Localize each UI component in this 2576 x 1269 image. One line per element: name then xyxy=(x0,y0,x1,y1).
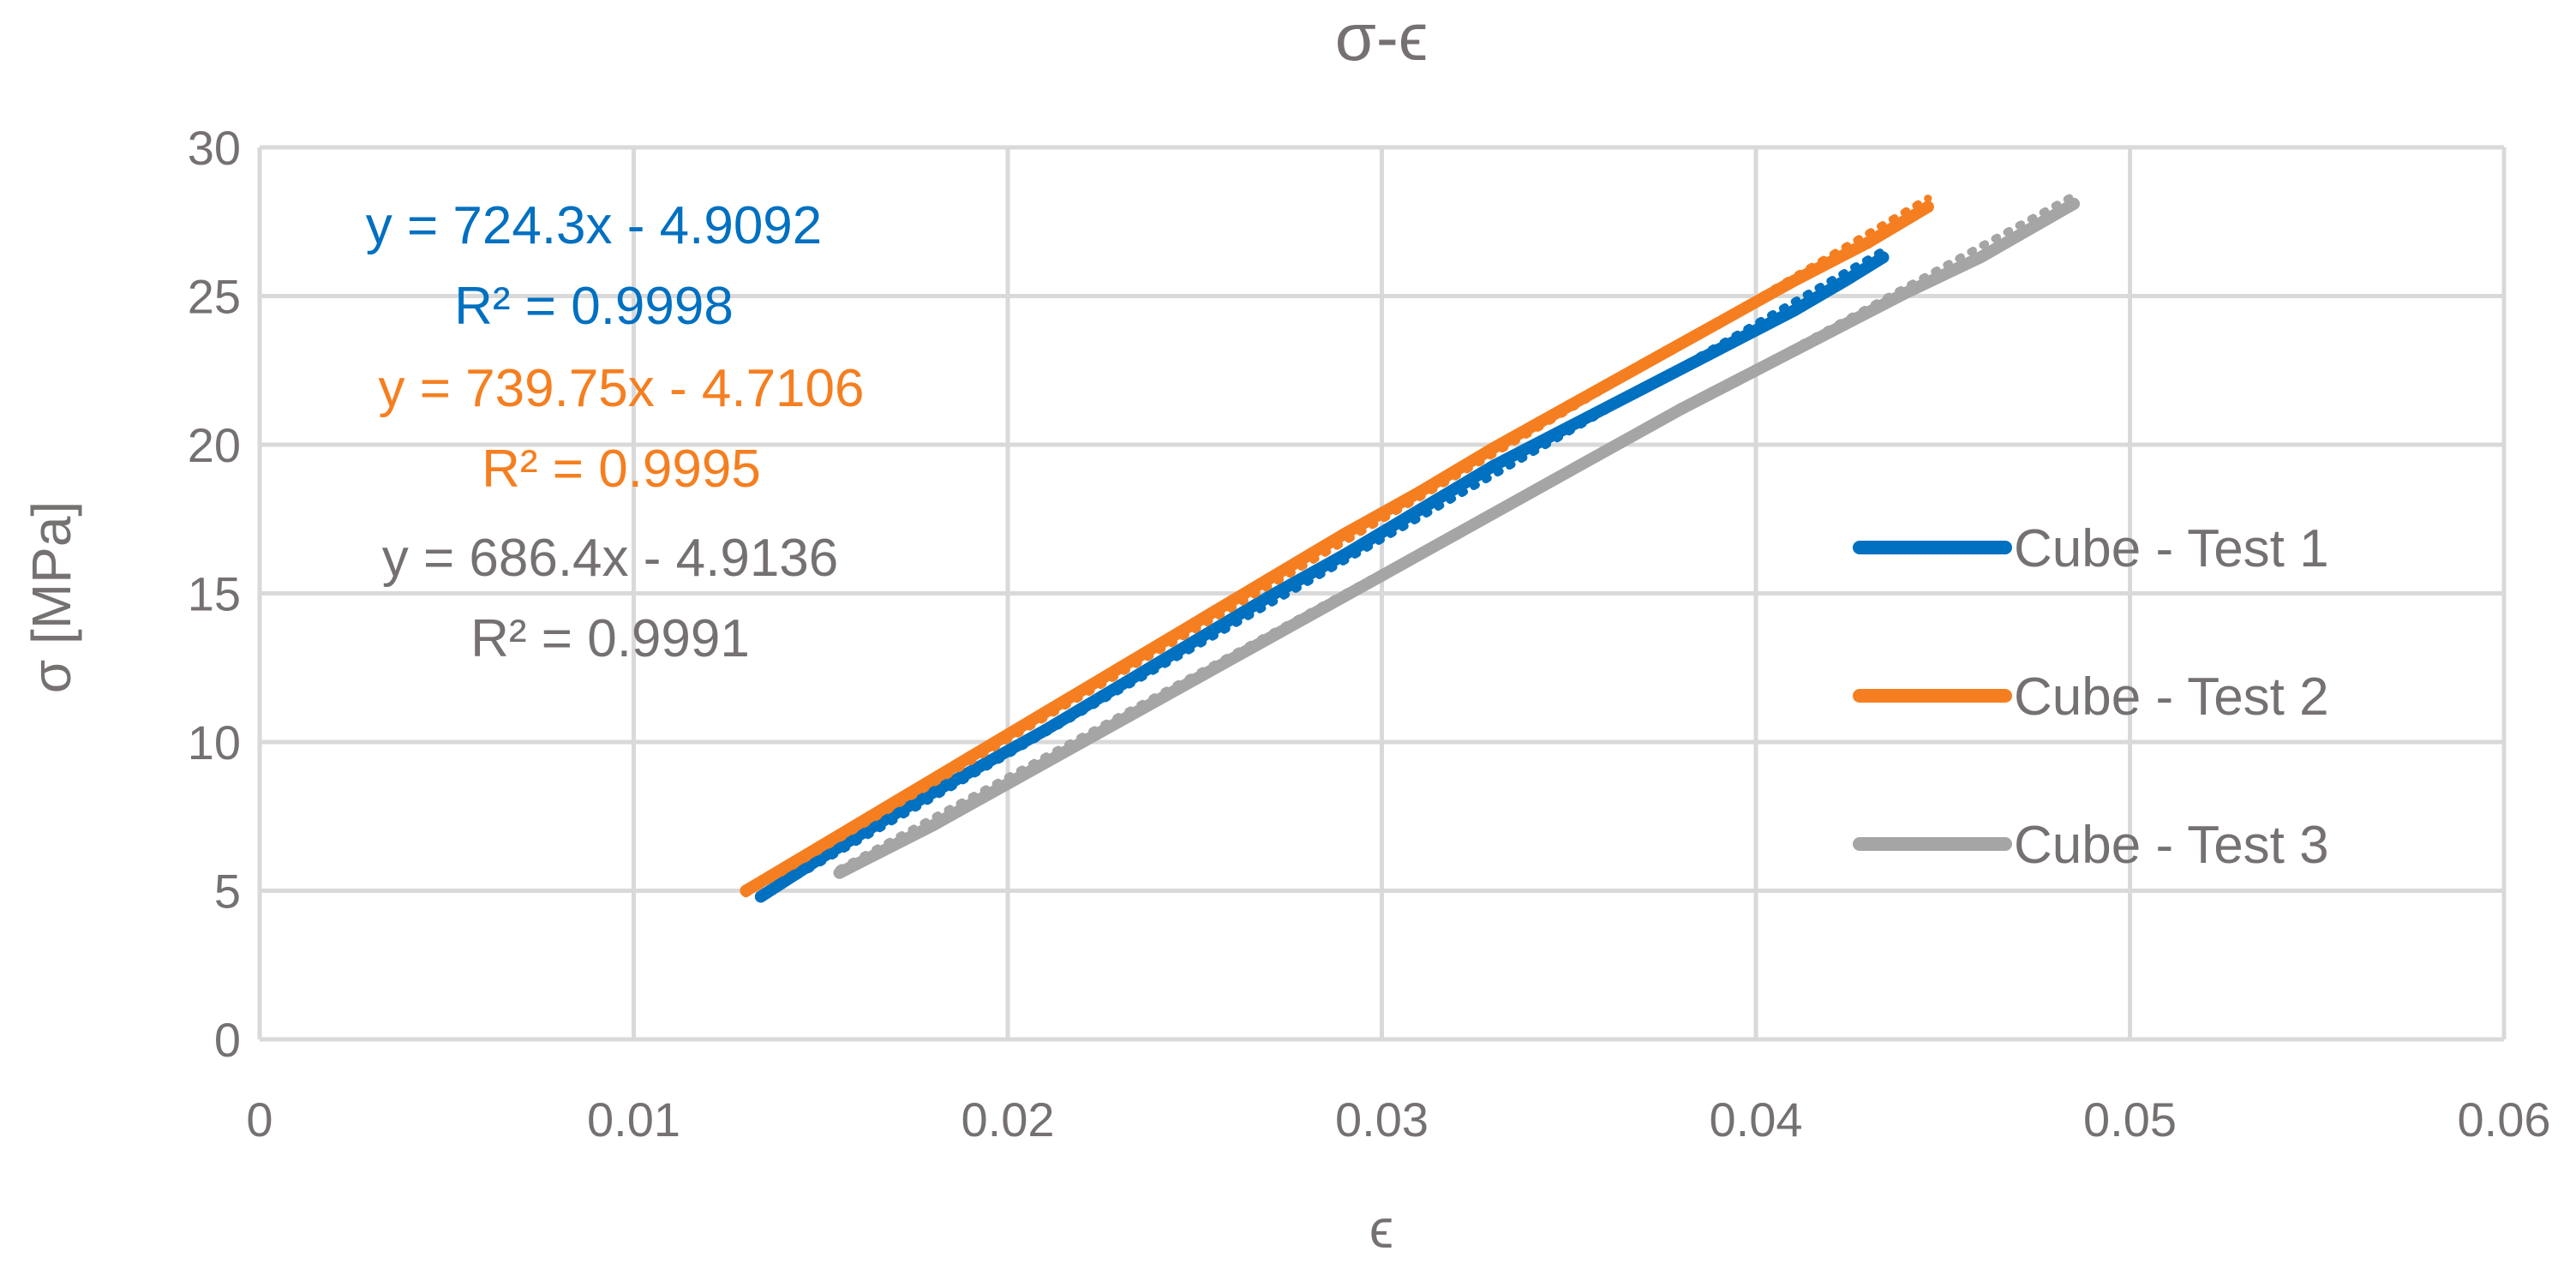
y-tick-label: 30 xyxy=(188,121,241,175)
grid-lines xyxy=(260,145,2507,1039)
data-point xyxy=(833,866,846,879)
data-point xyxy=(964,765,977,778)
data-point xyxy=(1562,421,1575,434)
data-point xyxy=(1413,504,1426,517)
data-point xyxy=(1413,486,1426,499)
trendline-equations: y = 724.3x - 4.9092 R² = 0.9998 y = 739.… xyxy=(366,196,865,668)
data-point xyxy=(1076,736,1089,748)
data-point xyxy=(1113,679,1126,692)
data-point xyxy=(1562,399,1575,412)
data-point xyxy=(1151,694,1164,707)
data-point xyxy=(1113,661,1126,674)
data-point xyxy=(1488,441,1501,454)
data-point xyxy=(1002,777,1014,790)
legend-label-test3: Cube - Test 3 xyxy=(2014,816,2329,875)
r2-test1: R² = 0.9998 xyxy=(454,277,734,336)
data-point xyxy=(1225,652,1238,665)
data-point xyxy=(754,890,767,903)
data-point xyxy=(1712,343,1725,356)
series-1 xyxy=(754,247,1890,903)
data-point xyxy=(1338,548,1351,561)
y-tick-label: 25 xyxy=(188,270,241,324)
x-tick-label: 0.01 xyxy=(587,1092,680,1146)
data-point xyxy=(2068,197,2081,210)
data-point xyxy=(1974,251,1986,264)
equation-test2: y = 739.75x - 4.7106 xyxy=(378,359,864,418)
series-2 xyxy=(740,195,1934,898)
legend-label-test2: Cube - Test 2 xyxy=(2014,667,2329,727)
data-point xyxy=(740,884,752,897)
legend: Cube - Test 1 Cube - Test 2 Cube - Test … xyxy=(1853,519,2329,875)
y-tick-label: 15 xyxy=(188,567,241,621)
y-tick-label: 20 xyxy=(188,418,241,472)
data-point xyxy=(1488,459,1501,472)
y-tick-labels: 0 5 10 15 20 25 30 xyxy=(188,121,241,1067)
data-point xyxy=(1600,444,1613,457)
data-point xyxy=(890,795,902,808)
data-point xyxy=(926,819,939,832)
axes xyxy=(257,147,2504,1042)
equation-test1: y = 724.3x - 4.9092 xyxy=(366,196,823,255)
data-point xyxy=(1712,316,1725,329)
x-tick-label: 0.04 xyxy=(1710,1092,1803,1146)
data-point xyxy=(964,751,977,763)
series-layer xyxy=(740,191,2081,903)
legend-label-test1: Cube - Test 1 xyxy=(2014,519,2329,578)
data-point xyxy=(1638,382,1650,395)
data-point xyxy=(1189,635,1201,648)
data-point xyxy=(1375,569,1388,582)
data-point xyxy=(1750,364,1762,377)
data-point xyxy=(1263,572,1276,585)
data-point xyxy=(1899,287,1912,300)
data-point xyxy=(1787,304,1800,317)
data-point xyxy=(1861,236,1874,249)
data-point xyxy=(1877,251,1890,264)
data-point xyxy=(1189,617,1201,630)
data-point xyxy=(1450,528,1463,541)
y-tick-label: 10 xyxy=(188,715,241,769)
y-tick-label: 0 xyxy=(214,1013,241,1067)
data-point xyxy=(1338,528,1351,541)
chart-title: σ-ϵ xyxy=(1335,0,1429,75)
x-axis-label: ϵ xyxy=(1369,1198,1393,1260)
data-point xyxy=(1039,706,1051,719)
data-point xyxy=(1301,611,1314,624)
data-point xyxy=(1039,724,1051,737)
x-tick-label: 0.05 xyxy=(2083,1092,2177,1146)
x-tick-labels: 0 0.01 0.02 0.03 0.04 0.05 0.06 xyxy=(246,1092,2550,1146)
data-point xyxy=(1674,403,1687,416)
series-3 xyxy=(833,191,2081,879)
data-point xyxy=(1525,486,1538,499)
y-tick-label: 5 xyxy=(214,865,241,919)
y-axis-label: σ [MPa] xyxy=(21,501,82,693)
data-point xyxy=(1843,272,1856,284)
data-point xyxy=(1824,326,1837,338)
x-tick-label: 0.03 xyxy=(1335,1092,1429,1146)
data-point xyxy=(814,840,827,853)
x-tick-label: 0 xyxy=(246,1092,273,1146)
x-tick-label: 0.06 xyxy=(2458,1092,2551,1146)
data-point xyxy=(1638,358,1650,371)
data-point xyxy=(1263,590,1276,602)
r2-test3: R² = 0.9991 xyxy=(470,609,750,668)
data-point xyxy=(1787,275,1800,288)
data-point xyxy=(1921,201,1934,213)
equation-test3: y = 686.4x - 4.9136 xyxy=(382,529,839,588)
r2-test2: R² = 0.9995 xyxy=(482,440,761,499)
x-tick-label: 0.02 xyxy=(962,1092,1055,1146)
